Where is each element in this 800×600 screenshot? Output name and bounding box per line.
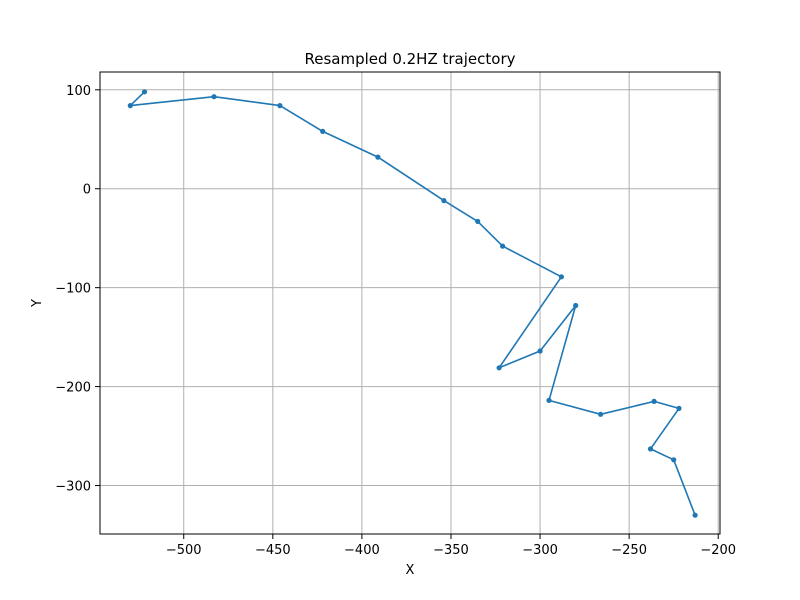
data-point: [277, 103, 283, 109]
data-point: [475, 218, 481, 224]
data-point: [320, 128, 326, 134]
x-tick-label: −350: [433, 543, 469, 558]
data-point: [692, 512, 698, 518]
x-axis-label: X: [406, 563, 415, 578]
x-tick-label: −400: [344, 543, 380, 558]
data-point: [500, 243, 506, 249]
y-axis-label: Y: [30, 299, 45, 308]
data-point: [375, 154, 381, 160]
x-tick-label: −300: [522, 543, 558, 558]
y-tick-label: −200: [55, 381, 91, 396]
data-point: [573, 302, 579, 309]
data-point: [671, 457, 677, 463]
data-point: [651, 398, 657, 404]
plot-frame: [99, 71, 721, 535]
series-line: [129, 91, 696, 516]
x-tick-label: −450: [255, 543, 291, 558]
x-tick-label: −200: [700, 543, 736, 558]
x-ticks: −500 −450 −400 −350 −300 −250 −200: [166, 534, 736, 558]
x-tick-label: −500: [166, 543, 202, 558]
data-point: [558, 274, 565, 280]
data-point: [141, 89, 148, 95]
data-point: [537, 348, 543, 354]
data-point: [127, 103, 133, 109]
data-point: [546, 397, 552, 403]
data-point: [598, 411, 604, 417]
y-tick-label: 0: [83, 183, 91, 198]
y-ticks: 100 0 −100 −200 −300: [55, 84, 100, 495]
y-tick-label: −100: [55, 282, 91, 297]
data-point: [211, 94, 217, 100]
x-tick-label: −250: [611, 543, 647, 558]
data-point: [676, 405, 682, 411]
y-tick-label: −300: [55, 480, 91, 495]
series-layer: [127, 89, 698, 518]
chart-title: Resampled 0.2HZ trajectory: [305, 50, 516, 68]
data-point: [441, 198, 447, 204]
data-point: [496, 365, 502, 371]
data-point: [647, 446, 654, 452]
y-tick-label: 100: [66, 84, 91, 99]
